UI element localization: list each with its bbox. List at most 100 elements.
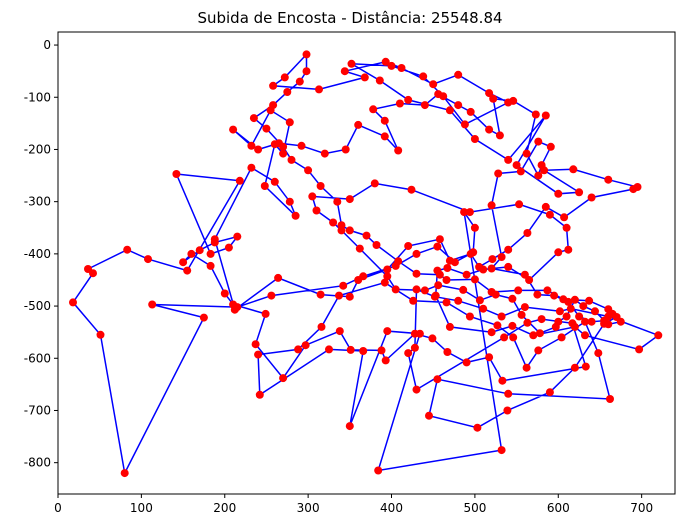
city-point <box>454 70 463 79</box>
city-point <box>375 76 384 85</box>
city-point <box>345 195 354 204</box>
city-point <box>254 145 263 154</box>
city-point <box>497 312 506 321</box>
city-point <box>395 99 404 108</box>
city-point <box>260 182 269 190</box>
city-point <box>554 189 563 198</box>
city-point <box>340 67 349 76</box>
city-point <box>433 375 442 384</box>
city-point <box>420 101 429 110</box>
city-point <box>335 291 343 300</box>
city-point <box>410 343 419 352</box>
city-point <box>312 206 321 215</box>
city-point <box>591 307 599 316</box>
city-point <box>377 346 386 355</box>
city-point <box>195 246 204 255</box>
city-point <box>269 101 278 110</box>
city-point <box>428 334 437 343</box>
city-point <box>355 244 364 253</box>
city-point <box>187 249 196 258</box>
city-point <box>404 349 413 358</box>
city-point <box>606 395 614 403</box>
city-point <box>279 374 288 383</box>
city-point <box>269 81 278 90</box>
y-tick-label: -300 <box>24 195 51 209</box>
city-point <box>537 161 546 170</box>
city-point <box>529 331 538 340</box>
city-point <box>283 88 292 96</box>
city-point <box>550 291 559 300</box>
city-point <box>545 388 554 397</box>
city-point <box>575 188 584 197</box>
city-point <box>183 266 192 275</box>
x-tick-label: 500 <box>463 501 486 515</box>
y-tick-label: -600 <box>24 351 51 365</box>
city-point <box>434 281 443 290</box>
city-point <box>302 67 311 76</box>
city-point <box>354 120 363 129</box>
city-point <box>460 208 469 217</box>
city-point <box>294 345 303 354</box>
city-point <box>509 333 518 342</box>
city-point <box>554 248 563 257</box>
city-point <box>394 257 403 266</box>
city-point <box>407 185 416 194</box>
city-point <box>287 155 296 164</box>
city-point <box>545 210 554 219</box>
city-point <box>301 341 310 350</box>
city-point <box>229 125 238 134</box>
city-point <box>531 110 540 119</box>
y-tick-label: -500 <box>24 299 51 313</box>
city-point <box>325 345 333 354</box>
city-point <box>512 161 521 170</box>
city-point <box>514 286 523 295</box>
city-point <box>459 285 468 294</box>
city-point <box>442 298 451 307</box>
city-point <box>557 333 566 342</box>
city-point <box>297 141 306 150</box>
city-point <box>508 294 517 303</box>
city-point <box>515 200 524 209</box>
city-point <box>604 305 613 314</box>
x-tick-label: 0 <box>54 501 62 515</box>
city-point <box>508 321 517 330</box>
city-point <box>594 349 603 358</box>
city-point <box>391 285 400 294</box>
city-point <box>479 304 488 313</box>
city-point <box>412 249 421 258</box>
city-point <box>419 72 428 81</box>
x-tick-label: 200 <box>213 501 236 515</box>
city-point <box>541 202 550 211</box>
city-point <box>612 313 621 321</box>
city-point <box>69 298 77 307</box>
city-point <box>144 255 152 264</box>
city-point <box>383 265 392 274</box>
city-point <box>541 111 550 120</box>
city-point <box>587 193 596 202</box>
city-point <box>522 149 531 158</box>
city-point <box>587 317 596 326</box>
city-point <box>425 411 433 420</box>
city-point <box>575 312 584 321</box>
city-point <box>267 291 276 300</box>
city-point <box>485 353 494 362</box>
city-point <box>462 358 471 367</box>
city-point <box>504 155 513 164</box>
city-point <box>534 137 543 146</box>
city-point <box>199 313 208 322</box>
city-point <box>485 125 494 134</box>
city-point <box>450 258 459 267</box>
city-point <box>434 90 443 99</box>
city-point <box>504 262 513 271</box>
city-point <box>179 258 188 267</box>
city-point <box>566 304 575 313</box>
city-point <box>369 105 378 114</box>
city-point <box>470 275 479 284</box>
city-point <box>359 272 368 281</box>
city-point <box>498 376 507 385</box>
city-point <box>604 312 613 321</box>
city-point <box>509 96 518 105</box>
city-point <box>569 165 578 174</box>
city-point <box>120 469 129 478</box>
city-point <box>454 101 463 110</box>
